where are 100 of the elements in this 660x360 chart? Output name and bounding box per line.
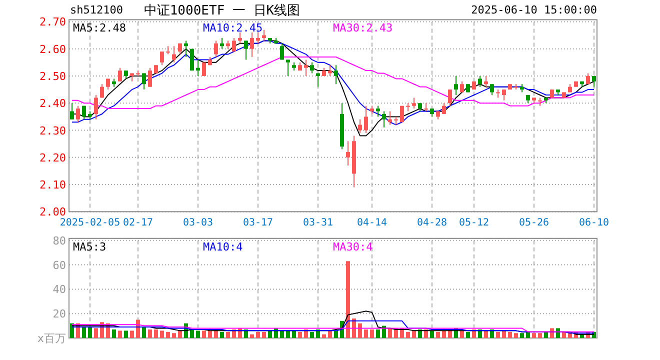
x-tick-label: 02-17 bbox=[122, 218, 154, 229]
candlestick bbox=[478, 75, 482, 88]
bar bbox=[370, 329, 374, 338]
bar bbox=[532, 333, 536, 338]
x-tick-label: 06-10 bbox=[578, 218, 610, 229]
bar bbox=[124, 330, 128, 338]
series-label: MA10:2.45 bbox=[203, 22, 263, 35]
candlestick bbox=[346, 140, 350, 166]
bar bbox=[520, 333, 524, 338]
text: MA10:4 bbox=[203, 240, 244, 254]
candlestick bbox=[238, 32, 242, 44]
bar bbox=[88, 327, 92, 338]
bar bbox=[160, 330, 164, 338]
bar bbox=[346, 261, 350, 338]
x-tick-label: 04-14 bbox=[356, 218, 388, 229]
bar bbox=[334, 330, 338, 338]
candlestick bbox=[256, 32, 260, 44]
bar bbox=[436, 332, 440, 338]
y-tick-label: 2.40 bbox=[40, 97, 66, 110]
bar bbox=[112, 329, 116, 338]
y-tick-label: 80 bbox=[52, 234, 66, 248]
bar bbox=[286, 330, 290, 338]
candlestick bbox=[100, 84, 104, 98]
chart-subtitle: sh512100 bbox=[70, 4, 123, 17]
bar bbox=[358, 323, 362, 338]
bar bbox=[142, 327, 146, 338]
candlestick bbox=[232, 37, 236, 52]
x-tick-label: 04-28 bbox=[416, 218, 448, 229]
bar bbox=[364, 329, 368, 338]
candlestick bbox=[454, 75, 458, 96]
candlestick bbox=[328, 64, 332, 76]
candlestick bbox=[280, 42, 284, 60]
candlestick bbox=[442, 102, 446, 114]
y-tick-label: 2.30 bbox=[40, 124, 66, 138]
y-tick-label: 2.50 bbox=[40, 70, 66, 83]
bar bbox=[196, 330, 200, 338]
bar bbox=[412, 330, 416, 338]
bar bbox=[166, 332, 170, 338]
candlestick bbox=[166, 46, 170, 55]
bar bbox=[502, 330, 506, 338]
candlestick bbox=[286, 59, 290, 76]
x-tick-label: 05-12 bbox=[458, 218, 490, 229]
candlestick bbox=[376, 105, 380, 118]
y-tick-label: 2.70 bbox=[40, 16, 66, 29]
bar bbox=[268, 330, 272, 338]
candlestick bbox=[394, 116, 398, 126]
candlestick bbox=[460, 80, 464, 93]
bar bbox=[178, 330, 182, 338]
x-tick-label: 03-17 bbox=[242, 218, 274, 229]
bar bbox=[328, 330, 332, 338]
candlestick bbox=[334, 64, 338, 85]
candlestick bbox=[172, 46, 176, 63]
candlestick bbox=[502, 89, 506, 101]
candlestick bbox=[316, 72, 320, 88]
candlestick bbox=[148, 67, 152, 88]
bar bbox=[82, 327, 86, 338]
candlestick bbox=[94, 94, 98, 120]
candlestick bbox=[76, 105, 80, 123]
candlestick bbox=[70, 102, 74, 120]
bar bbox=[496, 332, 500, 338]
candlestick bbox=[364, 105, 368, 134]
bar bbox=[298, 332, 302, 338]
candlestick bbox=[304, 59, 308, 76]
y-tick-label: 2.10 bbox=[40, 178, 66, 192]
bar bbox=[130, 330, 134, 338]
text: MA30:2.43 bbox=[333, 22, 393, 35]
x-tick-label: 03-31 bbox=[302, 218, 334, 229]
candlestick bbox=[244, 40, 248, 60]
candlestick bbox=[142, 72, 146, 90]
candlestick bbox=[424, 102, 428, 112]
y-tick-label: 2.20 bbox=[40, 151, 66, 164]
candlestick bbox=[184, 40, 188, 58]
bar bbox=[460, 330, 464, 338]
bar bbox=[148, 329, 152, 338]
bar bbox=[262, 332, 266, 338]
bar bbox=[484, 330, 488, 338]
line-series bbox=[72, 320, 594, 334]
line-series bbox=[72, 324, 594, 332]
bar bbox=[388, 328, 392, 338]
bar bbox=[202, 330, 206, 338]
candlestick bbox=[250, 32, 254, 58]
bar bbox=[526, 332, 530, 338]
bar bbox=[376, 329, 380, 338]
y-tick-label: x百万 bbox=[37, 332, 66, 345]
bar bbox=[322, 334, 326, 338]
bar bbox=[94, 328, 98, 338]
candlestick bbox=[220, 37, 224, 50]
candlestick bbox=[106, 78, 110, 90]
bar bbox=[466, 332, 470, 338]
bar bbox=[406, 332, 410, 338]
y-tick-label: 60 bbox=[52, 258, 66, 272]
candlestick bbox=[118, 67, 122, 82]
y-tick-label: 20 bbox=[52, 308, 66, 321]
y-tick-label: 40 bbox=[52, 283, 66, 296]
bar bbox=[556, 328, 560, 338]
bar bbox=[256, 332, 260, 338]
y-tick-label: 2.00 bbox=[40, 206, 66, 219]
x-tick-label: 05-26 bbox=[518, 218, 550, 229]
bar bbox=[508, 332, 512, 338]
candlestick bbox=[358, 118, 362, 134]
